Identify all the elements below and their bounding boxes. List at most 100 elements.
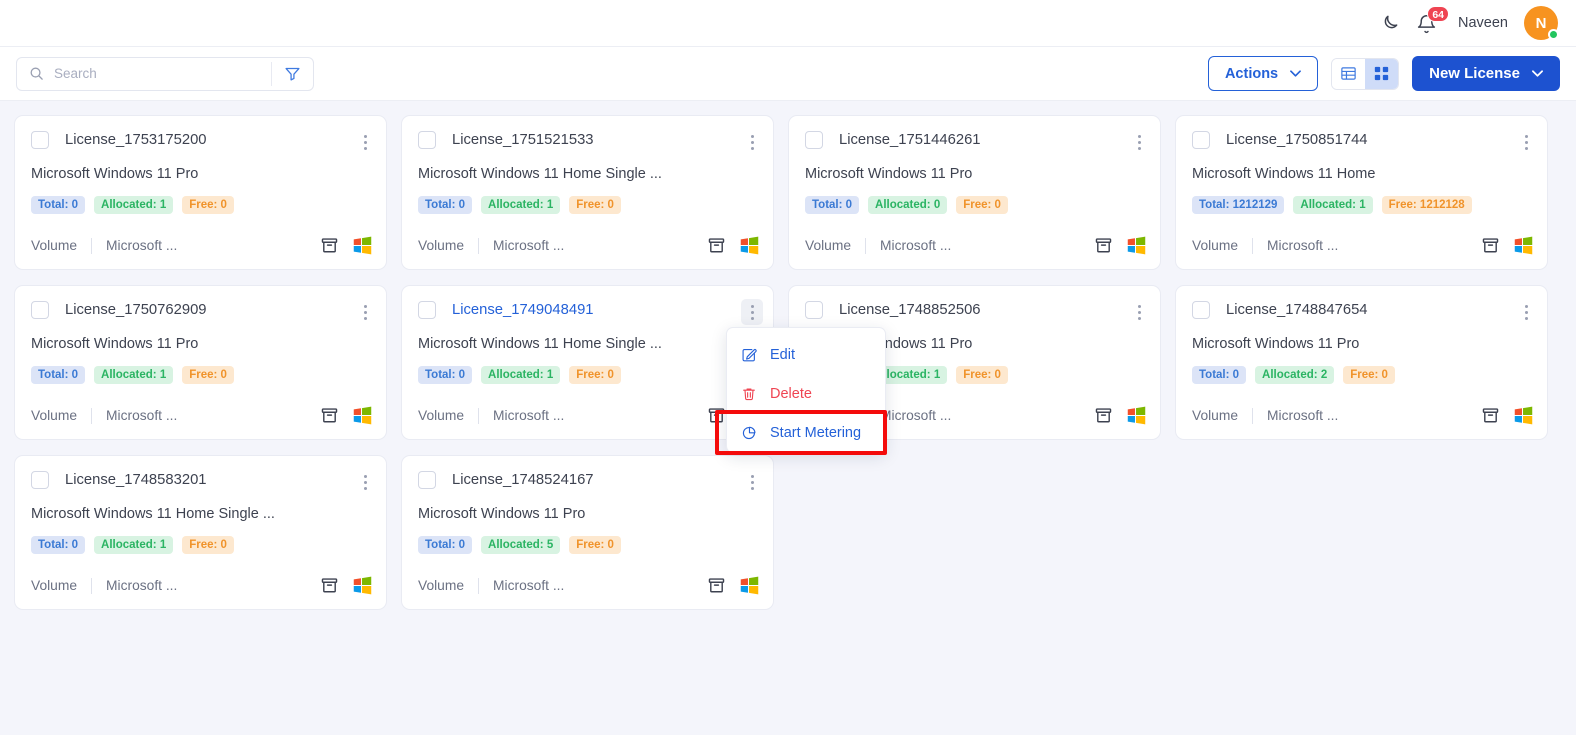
archive-icon[interactable] xyxy=(707,236,726,255)
table-view-button[interactable] xyxy=(1332,58,1366,89)
context-menu-item-delete[interactable]: Delete xyxy=(727,374,885,413)
card-title[interactable]: License_1750851744 xyxy=(1226,132,1368,148)
badge-allocated: Allocated: 5 xyxy=(481,536,561,554)
archive-icon[interactable] xyxy=(320,576,339,595)
badge-allocated: Allocated: 1 xyxy=(94,536,174,554)
search-input[interactable] xyxy=(54,66,271,81)
license-card[interactable]: License_1749048491 Microsoft Windows 11 … xyxy=(401,285,774,440)
card-select-checkbox[interactable] xyxy=(31,301,49,319)
badge-allocated: Allocated: 1 xyxy=(1293,196,1373,214)
badge-allocated: Allocated: 1 xyxy=(868,366,948,384)
new-license-button-label: New License xyxy=(1429,65,1520,82)
badge-free: Free: 0 xyxy=(182,366,234,384)
card-kebab-menu-button[interactable] xyxy=(354,299,376,325)
card-kebab-menu-button[interactable] xyxy=(1515,129,1537,155)
card-badges: Total: 0 Allocated: 5 Free: 0 xyxy=(418,536,757,554)
card-select-checkbox[interactable] xyxy=(418,301,436,319)
toolbar: Actions New License xyxy=(0,46,1576,101)
card-select-checkbox[interactable] xyxy=(1192,131,1210,149)
grid-view-button[interactable] xyxy=(1365,58,1399,89)
card-badges: Total: 0 Allocated: 1 Free: 0 xyxy=(418,196,757,214)
license-card[interactable]: License_1748583201 Microsoft Windows 11 … xyxy=(14,455,387,610)
card-footer-icons xyxy=(1481,236,1533,255)
new-license-button[interactable]: New License xyxy=(1412,56,1560,91)
card-kebab-menu-button[interactable] xyxy=(354,129,376,155)
card-title[interactable]: License_1748852506 xyxy=(839,302,981,318)
archive-icon[interactable] xyxy=(1481,236,1500,255)
card-select-checkbox[interactable] xyxy=(1192,301,1210,319)
badge-allocated: Allocated: 1 xyxy=(94,366,174,384)
license-card[interactable]: License_1753175200 Microsoft Windows 11 … xyxy=(14,115,387,270)
badge-free: Free: 0 xyxy=(569,196,621,214)
card-header: License_1748852506 xyxy=(805,301,1144,319)
badge-free: Free: 0 xyxy=(956,366,1008,384)
card-footer: Volume Microsoft ... xyxy=(31,236,372,255)
context-menu-item-start-metering[interactable]: Start Metering xyxy=(727,413,885,452)
card-title[interactable]: License_1748847654 xyxy=(1226,302,1368,318)
card-select-checkbox[interactable] xyxy=(31,471,49,489)
chevron-down-icon xyxy=(1532,70,1543,77)
badge-allocated: Allocated: 1 xyxy=(481,196,561,214)
trash-icon xyxy=(743,387,755,400)
card-select-checkbox[interactable] xyxy=(805,131,823,149)
license-card[interactable]: License_1751521533 Microsoft Windows 11 … xyxy=(401,115,774,270)
notification-count-badge: 64 xyxy=(1427,6,1450,22)
license-card[interactable]: License_1748847654 Microsoft Windows 11 … xyxy=(1175,285,1548,440)
license-card[interactable]: License_1748524167 Microsoft Windows 11 … xyxy=(401,455,774,610)
badge-free: Free: 0 xyxy=(182,196,234,214)
filter-button[interactable] xyxy=(272,58,313,90)
card-kebab-menu-button[interactable] xyxy=(1128,299,1150,325)
card-title[interactable]: License_1750762909 xyxy=(65,302,207,318)
badge-total: Total: 0 xyxy=(1192,366,1247,384)
card-header: License_1748847654 xyxy=(1192,301,1531,319)
archive-icon[interactable] xyxy=(707,576,726,595)
card-kebab-menu-button[interactable] xyxy=(354,469,376,495)
badge-total: Total: 0 xyxy=(31,366,86,384)
card-kebab-menu-button[interactable] xyxy=(741,129,763,155)
badge-total: Total: 0 xyxy=(418,366,473,384)
license-card[interactable]: License_1750762909 Microsoft Windows 11 … xyxy=(14,285,387,440)
license-card[interactable]: License_1750851744 Microsoft Windows 11 … xyxy=(1175,115,1548,270)
card-license-type: Volume xyxy=(1192,408,1239,423)
card-title[interactable]: License_1748583201 xyxy=(65,472,207,488)
card-title[interactable]: License_1751446261 xyxy=(839,132,981,148)
actions-button[interactable]: Actions xyxy=(1207,56,1319,91)
card-kebab-menu-button[interactable] xyxy=(741,469,763,495)
card-badges: Total: 0 Allocated: 1 Free: 0 xyxy=(31,196,370,214)
archive-icon[interactable] xyxy=(320,406,339,425)
card-product-name: Microsoft Windows 11 Pro xyxy=(418,506,586,522)
card-kebab-menu-button[interactable] xyxy=(1128,129,1150,155)
badge-free: Free: 0 xyxy=(956,196,1008,214)
archive-icon[interactable] xyxy=(1094,406,1113,425)
notifications-bell-icon[interactable]: 64 xyxy=(1416,6,1450,35)
badge-total: Total: 0 xyxy=(418,536,473,554)
archive-icon[interactable] xyxy=(1481,406,1500,425)
card-footer: Volume Microsoft ... xyxy=(31,406,372,425)
license-card[interactable]: License_1751446261 Microsoft Windows 11 … xyxy=(788,115,1161,270)
card-publisher: Microsoft ... xyxy=(1267,408,1339,423)
search-box xyxy=(16,56,314,91)
card-title[interactable]: License_1749048491 xyxy=(452,302,594,318)
card-title[interactable]: License_1748524167 xyxy=(452,472,594,488)
archive-icon[interactable] xyxy=(707,406,726,425)
card-license-type: Volume xyxy=(418,238,465,253)
windows-logo-icon xyxy=(353,576,372,595)
card-publisher: Microsoft ... xyxy=(880,408,952,423)
card-publisher: Microsoft ... xyxy=(106,408,178,423)
theme-toggle-moon-icon[interactable] xyxy=(1380,13,1400,33)
card-title[interactable]: License_1751521533 xyxy=(452,132,594,148)
card-title[interactable]: License_1753175200 xyxy=(65,132,207,148)
card-select-checkbox[interactable] xyxy=(418,471,436,489)
card-license-type: Volume xyxy=(805,238,852,253)
archive-icon[interactable] xyxy=(1094,236,1113,255)
card-kebab-menu-button[interactable] xyxy=(741,299,763,325)
card-select-checkbox[interactable] xyxy=(418,131,436,149)
card-select-checkbox[interactable] xyxy=(31,131,49,149)
badge-allocated: Allocated: 1 xyxy=(94,196,174,214)
archive-icon[interactable] xyxy=(320,236,339,255)
card-select-checkbox[interactable] xyxy=(805,301,823,319)
footer-divider xyxy=(91,407,93,424)
avatar[interactable]: N xyxy=(1524,6,1559,40)
card-kebab-menu-button[interactable] xyxy=(1515,299,1537,325)
context-menu-item-edit[interactable]: Edit xyxy=(727,335,885,374)
